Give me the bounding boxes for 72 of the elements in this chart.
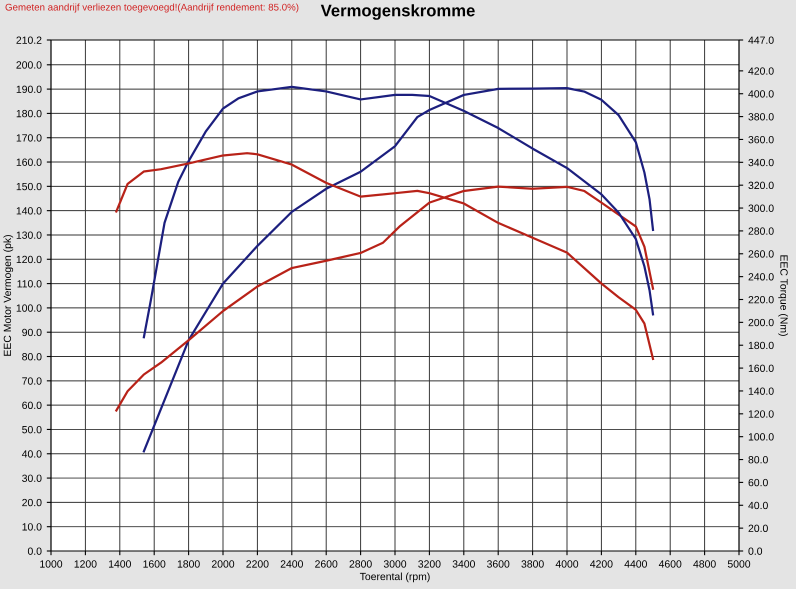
y-tick-label: 80.0	[22, 353, 42, 360]
y2-tick-label: 0.0	[748, 548, 762, 555]
y2-tick-label: 120.0	[748, 410, 774, 418]
y-tick-label: 200.0	[16, 61, 42, 69]
y2-tick-label: 380.0	[748, 113, 774, 120]
y-tick-label: 10.0	[22, 523, 42, 531]
y2-tick-label: 20.0	[748, 524, 768, 532]
y2-tick-label: 300.0	[748, 204, 774, 212]
y-tick-label: 210.2	[16, 36, 42, 44]
x-tick-label: 3400	[452, 560, 475, 568]
y-tick-label: 70.0	[22, 377, 42, 385]
y2-tick-label: 260.0	[748, 250, 774, 258]
y2-tick-label: 160.0	[748, 364, 774, 372]
y-tick-label: 20.0	[22, 498, 42, 506]
x-tick-label: 3600	[487, 560, 510, 568]
y2-tick-label: 400.0	[748, 90, 774, 98]
y2-tick-label: 220.0	[748, 296, 774, 304]
chart-title: Vermogenskromme	[320, 4, 475, 20]
y-tick-label: 160.0	[16, 158, 42, 166]
y2-tick-label: 280.0	[748, 227, 774, 235]
x-tick-label: 4600	[658, 560, 682, 568]
y2-tick-label: 200.0	[748, 318, 774, 326]
x-tick-label: 1200	[74, 560, 97, 568]
y2-tick-label: 420.0	[748, 67, 774, 75]
y-tick-label: 40.0	[22, 450, 42, 458]
y-tick-label: 100.0	[16, 304, 42, 312]
y-tick-label: 50.0	[22, 426, 42, 434]
y2-tick-label: 80.0	[748, 456, 768, 464]
y-axis-title: EEC Motor Vermogen (pk)	[3, 235, 14, 356]
y2-axis-title: EEC Torque (Nm)	[778, 255, 788, 336]
x-tick-label: 1800	[178, 560, 200, 568]
x-tick-label: 5000	[728, 560, 750, 568]
y-tick-label: 150.0	[16, 182, 42, 190]
y2-tick-label: 360.0	[748, 136, 774, 144]
y-tick-label: 110.0	[17, 280, 42, 288]
y-tick-label: 130.0	[16, 231, 42, 239]
x-tick-label: 2000	[212, 560, 234, 568]
y-tick-label: 90.0	[22, 328, 42, 336]
x-tick-label: 1600	[143, 560, 166, 568]
y2-tick-label: 320.0	[748, 182, 774, 190]
x-tick-label: 2400	[280, 560, 303, 568]
x-tick-label: 1400	[109, 560, 131, 568]
y-tick-label: 60.0	[22, 402, 42, 410]
x-tick-label: 2200	[246, 560, 269, 568]
y2-tick-label: 40.0	[748, 502, 768, 510]
x-tick-label: 3200	[418, 560, 441, 568]
y-tick-label: 190.0	[16, 86, 42, 93]
y2-tick-label: 180.0	[748, 342, 774, 350]
y-tick-label: 0.0	[28, 548, 42, 555]
y-tick-label: 120.0	[16, 256, 42, 264]
x-tick-label: 4800	[693, 560, 716, 568]
x-tick-label: 4000	[556, 560, 578, 568]
x-tick-label: 4200	[590, 560, 613, 568]
y2-tick-label: 100.0	[748, 433, 774, 441]
y-tick-label: 170.0	[16, 134, 42, 142]
line-series	[142, 87, 654, 452]
y-tick-label: 30.0	[22, 474, 42, 482]
y2-tick-label: 140.0	[748, 387, 774, 395]
y2-tick-label: 60.0	[748, 478, 768, 486]
text: Gemeten aandrijf verliezen toegevoegd!(Aandrijf rendement: 85.0%)	[5, 3, 298, 13]
x-axis-title: Toerental (rpm)	[360, 572, 430, 582]
y2-tick-label: 447.0	[748, 36, 774, 44]
x-tick-label: 4400	[624, 560, 647, 568]
y2-tick-label: 240.0	[748, 273, 774, 281]
x-tick-label: 2800	[350, 560, 372, 568]
y-tick-label: 140.0	[16, 207, 42, 215]
x-tick-label: 1000	[40, 560, 62, 568]
x-tick-label: 2600	[315, 560, 338, 568]
y2-tick-label: 340.0	[748, 158, 774, 166]
y-tick-label: 180.0	[16, 110, 42, 118]
x-tick-label: 3800	[521, 560, 544, 568]
x-tick-label: 3000	[384, 560, 406, 568]
